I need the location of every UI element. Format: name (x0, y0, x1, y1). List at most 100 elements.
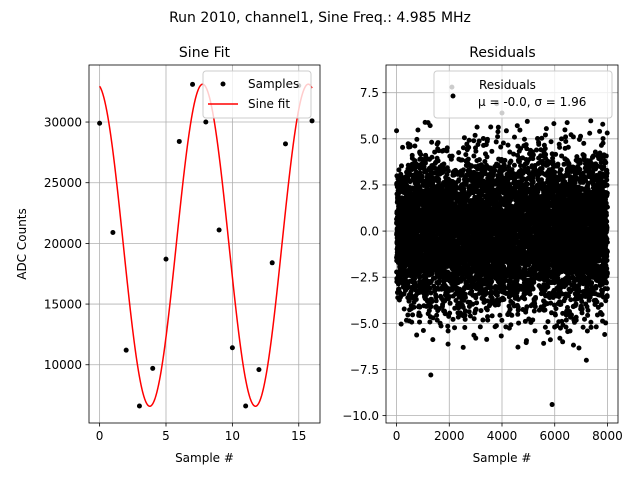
residual-point (417, 319, 423, 325)
residual-point (489, 295, 495, 301)
residual-point (407, 144, 413, 150)
residual-point (522, 296, 528, 302)
residual-point (462, 316, 468, 322)
residual-point (412, 143, 418, 149)
sine-fit-axes-frame (88, 64, 321, 424)
residual-point (493, 323, 499, 329)
residual-point (411, 304, 417, 310)
residual-point (394, 128, 400, 134)
sample-point (190, 81, 196, 87)
residual-point (508, 322, 514, 328)
residual-point (509, 312, 515, 318)
residual-point (476, 157, 482, 163)
residual-point (449, 153, 455, 159)
sample-point (282, 141, 288, 147)
residual-point (478, 308, 484, 314)
sine-fit-xlabel: Sample # (175, 451, 234, 465)
sample-point (110, 229, 116, 235)
residual-point (501, 162, 507, 168)
sine-fit-x-tick-label: 10 (225, 429, 240, 443)
residual-point (417, 304, 423, 310)
residual-point (502, 157, 508, 163)
residual-point (418, 152, 424, 158)
residual-point (415, 127, 421, 133)
residual-point (480, 317, 486, 323)
residual-point (501, 296, 507, 302)
residual-point (420, 327, 426, 333)
sample-point (216, 227, 222, 233)
sine-fit-grid (89, 65, 320, 423)
residual-point (427, 319, 433, 325)
residual-point (517, 127, 523, 133)
residual-point (466, 309, 472, 315)
sample-point (163, 256, 169, 262)
residual-point (476, 138, 482, 144)
residual-point (493, 139, 499, 145)
residual-point (430, 337, 436, 343)
residual-point (444, 145, 450, 151)
residual-point (445, 323, 451, 329)
residual-point (398, 321, 404, 327)
sine-fit-ylabel: ADC Counts (15, 208, 29, 280)
residual-point (399, 163, 404, 169)
sample-point (203, 119, 209, 125)
residual-point (499, 317, 505, 323)
residual-point (423, 292, 429, 298)
residual-point (508, 158, 514, 164)
residual-point (452, 325, 458, 331)
residual-point (473, 306, 479, 312)
residual-point (503, 128, 509, 134)
residual-point (447, 300, 453, 306)
residual-point (436, 176, 442, 182)
sine-fit-y-tick-label: 20000 (44, 237, 82, 251)
sample-point (229, 345, 235, 351)
residual-point (511, 134, 517, 140)
sample-point (176, 138, 182, 144)
residual-point (438, 323, 444, 329)
residual-point (429, 271, 435, 277)
residual-point (456, 150, 462, 156)
residual-point (505, 142, 511, 148)
residual-point (472, 132, 478, 138)
sample-point (256, 367, 262, 373)
residual-point (450, 316, 456, 322)
residual-point (403, 263, 409, 269)
residual-point (465, 156, 471, 162)
sample-point (243, 403, 249, 409)
residual-point (462, 295, 468, 301)
residual-point (447, 310, 453, 316)
residual-point (429, 139, 435, 145)
residual-point (466, 144, 472, 150)
residual-point (435, 140, 441, 146)
residual-point (511, 162, 517, 168)
residual-point (473, 335, 479, 341)
sine-fit-panel: Sine Fit 0 5 10 151000015000200002500030000… (15, 45, 321, 465)
residual-point (484, 136, 490, 142)
residuals-panel: Residuals 0 2000 4000 6000 8000−10.0−7.5−5.0… (342, 45, 623, 465)
residual-point (484, 154, 490, 160)
residual-point (427, 285, 433, 291)
sample-point (136, 403, 142, 409)
sine-fit-y-tick-label: 10000 (44, 358, 82, 372)
residual-point (498, 333, 504, 339)
residual-point (445, 341, 451, 347)
residual-point (433, 294, 439, 300)
residual-point (414, 332, 420, 338)
residual-point (514, 123, 520, 129)
sample-point (269, 260, 275, 266)
residual-point (489, 313, 495, 319)
residual-point (507, 306, 513, 312)
residual-point (473, 148, 479, 154)
residual-point (428, 303, 434, 309)
figure-suptitle: Run 2010, channel1, Sine Freq.: 4.985 MH… (169, 10, 471, 26)
residual-point (477, 324, 483, 330)
residual-point (489, 148, 495, 154)
residual-point (474, 124, 480, 130)
sine-fit-x-tick-label: 15 (291, 429, 306, 443)
residuals-series (394, 84, 610, 408)
sample-point (123, 347, 129, 353)
residual-point (400, 144, 406, 150)
sine-fit-y-tick-label: 30000 (44, 116, 82, 130)
residual-point (445, 168, 451, 174)
sine-fit-legend-box (202, 70, 312, 119)
